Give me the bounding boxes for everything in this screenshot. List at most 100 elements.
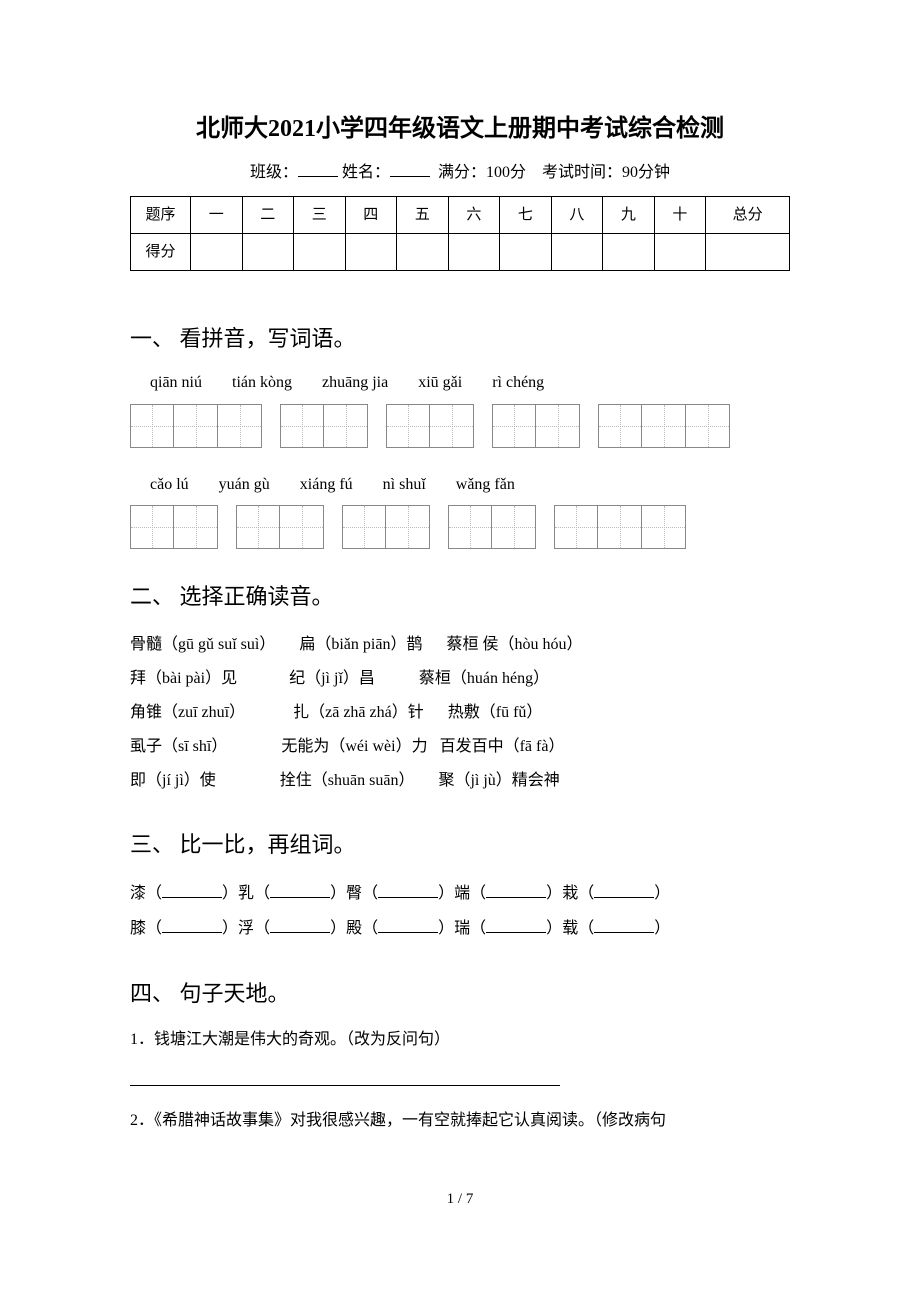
fill-blank[interactable]	[162, 919, 222, 933]
char-pair[interactable]	[130, 404, 262, 448]
pinyin-item: yuán gù	[219, 472, 270, 498]
pinyin-row-2: cǎo lú yuán gù xiáng fú nì shuǐ wǎng fǎn	[150, 472, 790, 498]
name-label: 姓名：	[342, 164, 390, 181]
char-boxes-row-1	[130, 404, 790, 448]
fill-blank[interactable]	[594, 919, 654, 933]
table-cell: 得分	[131, 233, 191, 270]
compare-line-1: 漆（）乳（）臀（）端（）栽（）	[130, 876, 790, 911]
fill-blank[interactable]	[270, 884, 330, 898]
compare-char: 臀	[346, 885, 362, 902]
reading-line: 虱子（sī shī） 无能为（wéi wèi）力 百发百中（fā fà）	[130, 731, 790, 763]
compare-char: 膝	[130, 920, 146, 937]
compare-line-2: 膝（）浮（）殿（）瑞（）载（）	[130, 911, 790, 946]
fill-blank[interactable]	[486, 919, 546, 933]
score-cell[interactable]	[706, 233, 790, 270]
fill-blank[interactable]	[378, 919, 438, 933]
score-cell[interactable]	[654, 233, 706, 270]
score-cell[interactable]	[345, 233, 397, 270]
reading-item: 蔡桓 侯（hòu hóu）	[446, 629, 582, 661]
char-pair[interactable]	[492, 404, 580, 448]
pinyin-item: rì chéng	[492, 370, 544, 396]
reading-item: 百发百中（fā fà）	[440, 731, 565, 763]
reading-item: 热敷（fū fǔ）	[448, 697, 543, 729]
reading-line: 拜（bài pài）见 纪（jì jǐ）昌 蔡桓（huán héng）	[130, 663, 790, 695]
pinyin-item: xiū gǎi	[418, 370, 462, 396]
char-pair[interactable]	[236, 505, 324, 549]
table-cell: 三	[294, 196, 346, 233]
fill-blank[interactable]	[270, 919, 330, 933]
reading-item: 纪（jì jǐ）昌	[289, 663, 375, 695]
pinyin-row-1: qiān niú tián kòng zhuāng jia xiū gǎi rì…	[150, 370, 790, 396]
compare-char: 漆	[130, 885, 146, 902]
reading-item: 角锥（zuī zhuī）	[130, 697, 245, 729]
char-pair[interactable]	[598, 404, 730, 448]
fill-blank[interactable]	[594, 884, 654, 898]
reading-item: 骨髓（gū gǔ suǐ suì）	[130, 629, 275, 661]
fill-blank[interactable]	[162, 884, 222, 898]
reading-item: 扁（biǎn piān）鹊	[299, 629, 422, 661]
char-pair[interactable]	[342, 505, 430, 549]
compare-char: 端	[454, 885, 470, 902]
score-table: 题序 一 二 三 四 五 六 七 八 九 十 总分 得分	[130, 196, 790, 271]
score-cell[interactable]	[397, 233, 449, 270]
char-pair[interactable]	[386, 404, 474, 448]
table-cell: 一	[191, 196, 243, 233]
compare-char: 浮	[238, 920, 254, 937]
reading-item: 拜（bài pài）见	[130, 663, 237, 695]
char-pair[interactable]	[130, 505, 218, 549]
name-blank[interactable]	[390, 161, 430, 177]
reading-item: 蔡桓（huán héng）	[419, 663, 549, 695]
reading-group: 骨髓（gū gǔ suǐ suì） 扁（biǎn piān）鹊 蔡桓 侯（hòu…	[130, 629, 790, 797]
pinyin-item: wǎng fǎn	[456, 472, 515, 498]
section-3-heading: 三、 比一比，再组词。	[130, 827, 790, 862]
subtitle: 班级： 姓名： 满分：100分 考试时间：90分钟	[130, 160, 790, 186]
fill-blank[interactable]	[378, 884, 438, 898]
score-cell[interactable]	[294, 233, 346, 270]
table-score-row: 得分	[131, 233, 790, 270]
compare-char: 乳	[238, 885, 254, 902]
table-cell: 七	[500, 196, 552, 233]
reading-item: 聚（jì jù）精会神	[438, 765, 559, 797]
full-score: 满分：100分	[438, 164, 526, 181]
score-cell[interactable]	[242, 233, 294, 270]
page-number: 1 / 7	[130, 1187, 790, 1211]
table-cell: 八	[551, 196, 603, 233]
table-cell: 二	[242, 196, 294, 233]
table-cell: 十	[654, 196, 706, 233]
reading-item: 无能为（wéi wèi）力	[281, 731, 427, 763]
reading-item: 扎（zā zhā zhá）针	[293, 697, 424, 729]
char-pair[interactable]	[554, 505, 686, 549]
score-cell[interactable]	[500, 233, 552, 270]
score-cell[interactable]	[603, 233, 655, 270]
section-1-heading: 一、 看拼音，写词语。	[130, 321, 790, 356]
score-cell[interactable]	[551, 233, 603, 270]
score-cell[interactable]	[448, 233, 500, 270]
pinyin-item: xiáng fú	[300, 472, 353, 498]
char-pair[interactable]	[448, 505, 536, 549]
pinyin-item: zhuāng jia	[322, 370, 388, 396]
compare-char: 殿	[346, 920, 362, 937]
pinyin-item: cǎo lú	[150, 472, 189, 498]
question-2: 2．《希腊神话故事集》对我很感兴趣，一有空就捧起它认真阅读。（修改病句	[130, 1106, 790, 1136]
fill-blank[interactable]	[486, 884, 546, 898]
compare-char: 栽	[562, 885, 578, 902]
reading-line: 骨髓（gū gǔ suǐ suì） 扁（biǎn piān）鹊 蔡桓 侯（hòu…	[130, 629, 790, 661]
table-cell: 六	[448, 196, 500, 233]
class-blank[interactable]	[298, 161, 338, 177]
question-1: 1．钱塘江大潮是伟大的奇观。（改为反问句）	[130, 1025, 790, 1055]
section-4-heading: 四、 句子天地。	[130, 976, 790, 1011]
table-cell: 九	[603, 196, 655, 233]
reading-line: 角锥（zuī zhuī） 扎（zā zhā zhá）针 热敷（fū fǔ）	[130, 697, 790, 729]
table-cell: 总分	[706, 196, 790, 233]
pinyin-item: tián kòng	[232, 370, 292, 396]
table-cell: 五	[397, 196, 449, 233]
reading-line: 即（jí jì）使 拴住（shuān suān） 聚（jì jù）精会神	[130, 765, 790, 797]
pinyin-item: nì shuǐ	[383, 472, 426, 498]
char-pair[interactable]	[280, 404, 368, 448]
class-label: 班级：	[250, 164, 298, 181]
score-cell[interactable]	[191, 233, 243, 270]
answer-blank[interactable]	[130, 1068, 560, 1086]
char-boxes-row-2	[130, 505, 790, 549]
table-header-row: 题序 一 二 三 四 五 六 七 八 九 十 总分	[131, 196, 790, 233]
page-title: 北师大2021小学四年级语文上册期中考试综合检测	[130, 110, 790, 148]
